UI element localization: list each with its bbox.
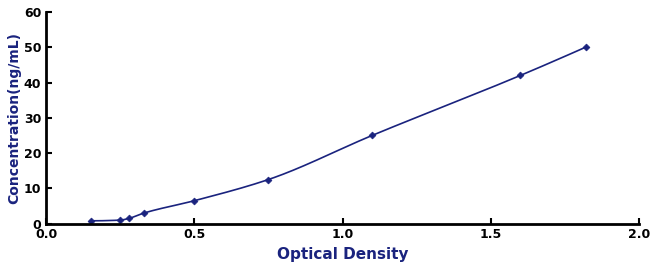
Y-axis label: Concentration(ng/mL): Concentration(ng/mL) — [7, 32, 21, 204]
X-axis label: Optical Density: Optical Density — [277, 247, 408, 262]
